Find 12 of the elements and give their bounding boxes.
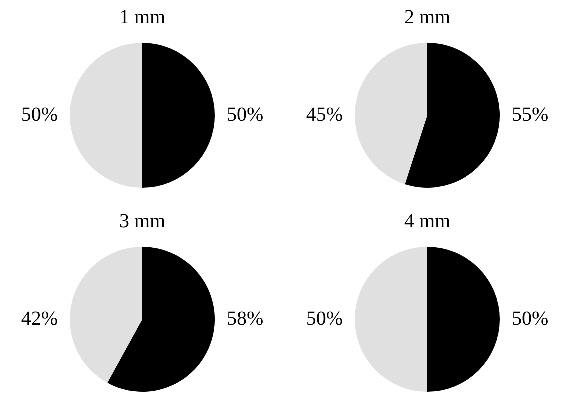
chart-title: 3 mm xyxy=(119,210,166,232)
data-label: 55% xyxy=(512,104,549,126)
chart-title: 2 mm xyxy=(404,6,451,28)
chart-title: 4 mm xyxy=(404,210,451,232)
data-label: 50% xyxy=(512,307,549,330)
chart-title: 1 mm xyxy=(119,6,166,28)
data-label: 42% xyxy=(21,307,58,330)
data-label: 45% xyxy=(306,104,343,126)
data-label: 50% xyxy=(21,104,58,126)
data-label: 50% xyxy=(227,104,264,126)
data-label: 50% xyxy=(306,307,343,330)
data-label: 58% xyxy=(227,307,264,330)
